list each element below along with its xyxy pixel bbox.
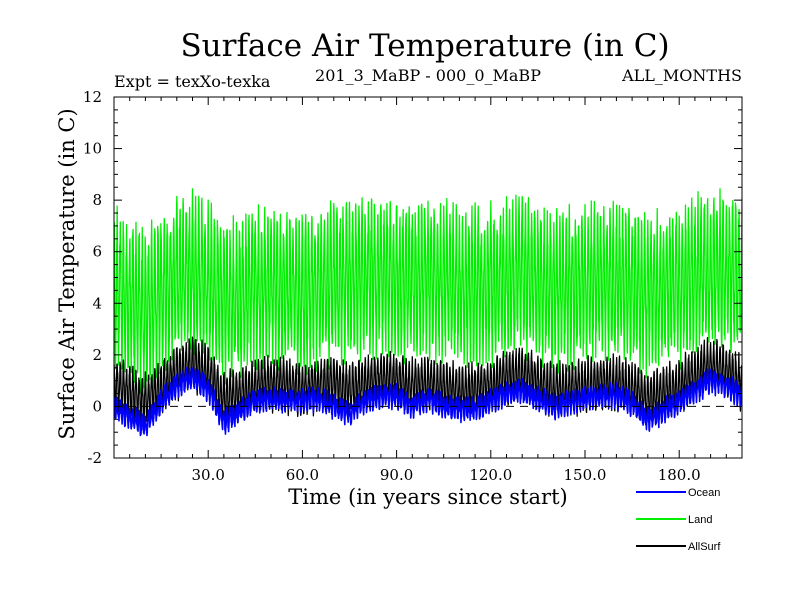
y-tick-label: 2 [92,346,102,364]
months-label: ALL_MONTHS [621,66,742,85]
x-tick-label: 180.0 [658,466,701,484]
experiment-label: Expt = texXo-texka [114,72,271,91]
x-tick-label: 60.0 [286,466,319,484]
x-tick-label: 30.0 [191,466,224,484]
y-tick-label: -2 [87,449,102,467]
legend-label-ocean: Ocean [688,487,720,499]
series-line-ocean [114,366,742,437]
legend: Ocean Land AllSurf [636,487,721,553]
y-tick-label: 8 [92,191,102,209]
y-tick-label: 4 [92,294,102,312]
y-tick-label: 0 [92,397,102,415]
series-line-land [114,188,742,394]
chart-title: Surface Air Temperature (in C) [180,28,669,64]
y-axis-label: Surface Air Temperature (in C) [55,108,79,439]
y-tick-label: 6 [92,243,102,261]
axes-layer: -2 0 2 4 6 8 10 12 30.0 60.0 90.0 120.0 150.0 180.0 [83,88,743,484]
legend-label-allsurf: AllSurf [688,541,721,553]
y-tick-label: 10 [83,140,102,158]
period-label: 201_3_MaBP - 000_0_MaBP [315,66,541,85]
x-tick-label: 120.0 [469,466,512,484]
x-axis-label: Time (in years since start) [288,485,567,509]
x-tick-label: 150.0 [564,466,607,484]
legend-label-land: Land [688,514,712,526]
series-layer [114,188,742,437]
x-tick-label: 90.0 [380,466,413,484]
y-tick-label: 12 [83,88,102,106]
